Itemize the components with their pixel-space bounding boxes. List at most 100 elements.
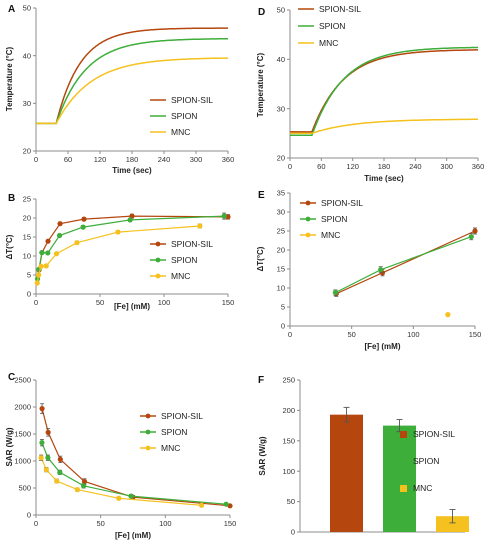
data-point [115,229,121,235]
data-point [221,213,227,219]
y-tick-label: 30 [23,99,31,108]
data-point [198,502,205,508]
legend-entry: SPION [321,214,347,224]
y-tick-label: 25 [277,227,285,236]
data-point [45,455,51,461]
y-tick-label: 15 [23,233,31,242]
x-tick-label: 0 [34,298,38,307]
legend-marker [155,241,161,247]
panel-label: A [8,4,15,15]
data-point [39,249,45,256]
y-tick-label: 10 [23,252,31,261]
legend-entry: SPION-SIL [171,95,213,105]
legend-entry: MNC [321,230,340,240]
panel-label: F [258,375,264,386]
x-tick-label: 0 [288,162,292,171]
data-point [53,251,60,257]
legend-marker [305,216,311,222]
legend: SPION-SIL SPION MNC [300,198,363,240]
y-tick-label: 40 [277,55,285,64]
legend-entry: SPION [171,255,197,265]
series-line [335,236,472,294]
y-tick-label: 20 [23,214,31,223]
y-tick-label: 50 [277,6,285,15]
bar [383,425,416,532]
x-tick-label: 150 [469,330,482,339]
y-tick-label: 0 [281,322,285,331]
legend-swatch [400,431,407,438]
y-tick-label: 50 [23,4,31,13]
y-tick-label: 20 [277,246,285,255]
x-tick-label: 60 [64,155,72,164]
panel-label: D [258,7,265,18]
x-tick-label: 120 [94,155,107,164]
legend-entry: SPION-SIL [171,239,213,249]
y-tick-label: 5 [27,271,31,280]
x-tick-label: 60 [317,162,325,171]
legend-marker [145,445,151,451]
x-tick-label: 360 [222,155,235,164]
y-tick-label: 1000 [14,457,31,466]
legend-marker [145,429,151,435]
x-tick-label: 0 [34,519,38,528]
y-tick-label: 35 [277,189,285,198]
panel-C: 0 500 1000 1500 2000 2500 0 50 100 150 SAR (W/g) [F… [5,372,236,540]
legend-entry: SPION-SIL [161,411,203,421]
legend: SPION-SIL SPION MNC [150,95,213,137]
y-tick-label: 150 [282,436,295,445]
x-tick-label: 360 [472,162,484,171]
y-axis-label: ΔT(°C) [5,234,14,259]
data-point [445,312,451,318]
data-point [127,217,133,223]
x-tick-label: 300 [190,155,203,164]
y-tick-label: 25 [23,195,31,204]
data-point [81,216,87,222]
bar [330,414,363,532]
legend-entry: SPION-SIL [413,429,455,439]
legend-entry: MNC [161,443,180,453]
legend-entry: SPION [161,427,187,437]
y-tick-label: 0 [27,290,31,299]
y-axis-label: SAR (W/g) [5,427,14,466]
data-point [472,228,478,234]
panel-D: 20 30 40 50 0 60 120 180 240 300 360 Temperature (°… [256,4,484,183]
data-point [56,232,63,239]
legend-marker [305,232,311,238]
data-point [34,280,40,286]
legend: SPION-SIL SPION MNC [140,411,203,453]
panel-label: E [258,190,265,201]
data-point [81,478,88,485]
y-tick-label: 20 [277,154,285,163]
y-axis-label: Temperature (°C) [5,46,14,111]
panel-B: 0 5 10 15 20 25 0 50 100 150 ΔT(°C) [Fe] (mM) B SPION… [5,193,234,311]
series-line [290,118,478,135]
x-tick-label: 180 [378,162,391,171]
y-tick-label: 10 [277,284,285,293]
data-point [468,234,474,240]
x-tick-label: 100 [159,519,172,528]
legend-entry: MNC [171,127,190,137]
y-tick-label: 50 [287,497,295,506]
x-tick-label: 240 [409,162,422,171]
data-point [74,240,80,246]
y-axis-label: Temperature (°C) [256,52,265,117]
data-point [45,250,51,256]
legend-entry: SPION [319,21,345,31]
legend-swatch [400,458,407,465]
x-tick-label: 50 [347,330,355,339]
y-tick-label: 200 [282,406,295,415]
x-tick-label: 240 [158,155,171,164]
x-tick-label: 100 [158,298,171,307]
data-point [57,456,63,462]
x-tick-label: 0 [288,330,292,339]
y-tick-label: 20 [23,147,31,156]
bar [436,516,469,532]
x-tick-label: 120 [346,162,359,171]
data-point [38,263,44,269]
y-tick-label: 2000 [14,403,31,412]
panel-label: B [8,193,15,204]
series-line [36,37,229,125]
x-tick-label: 180 [126,155,139,164]
x-axis-label: Time (sec) [112,166,152,175]
data-point [39,440,45,446]
